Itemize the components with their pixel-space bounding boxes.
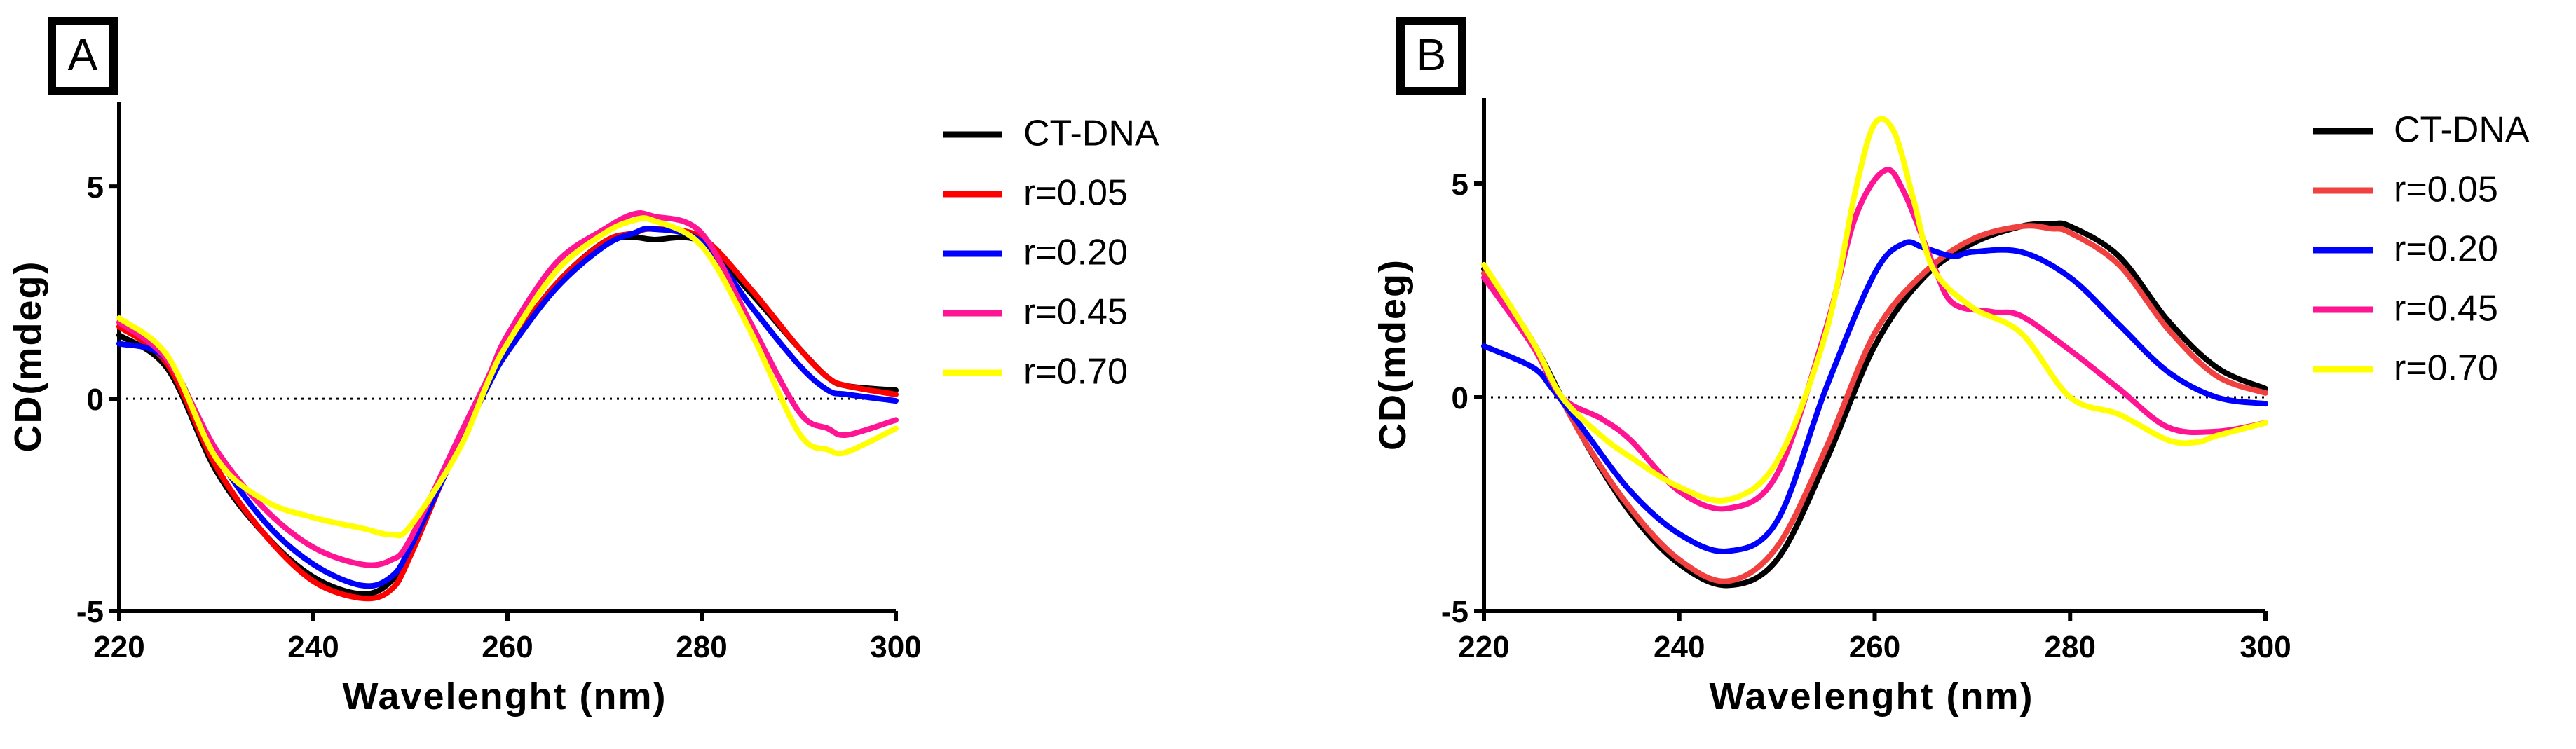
series-line-r-0-45 — [116, 209, 899, 568]
legend-label: r=0.45 — [1023, 292, 1128, 333]
x-tick-label: 220 — [93, 630, 144, 664]
x-tick-label: 300 — [870, 630, 921, 664]
series-line-ct-dna — [116, 233, 899, 597]
x-tick-label: 280 — [2045, 630, 2096, 664]
legend-label: CT-DNA — [2394, 110, 2530, 151]
panel-b: B 220 240 260 280 300 -5 0 5 Wavelenght (nm) CD(md… — [1372, 17, 2530, 717]
series-line-r-0-70 — [116, 215, 899, 539]
y-tick-label: -5 — [1441, 595, 1468, 629]
x-tick-label: 240 — [287, 630, 339, 664]
legend-label: r=0.45 — [2394, 289, 2498, 329]
y-axis-title: CD(mdeg) — [7, 261, 49, 453]
x-tick-label: 280 — [676, 630, 727, 664]
y-tick-label: 5 — [1452, 167, 1468, 202]
legend-label: r=0.70 — [2394, 348, 2498, 389]
x-tick-label: 240 — [1654, 630, 1705, 664]
panel-a: A 220 240 260 280 300 -5 0 5 Wavelenght (nm) CD(md… — [7, 17, 1159, 717]
panel-label: A — [68, 29, 98, 80]
series-line-r-0-05 — [1481, 223, 2268, 584]
y-tick-label: 0 — [87, 383, 104, 417]
y-tick-label: 0 — [1452, 381, 1468, 415]
series-line-r-0-05 — [116, 226, 899, 602]
series-line-r-0-70 — [1481, 116, 2268, 504]
legend-label: r=0.05 — [1023, 173, 1128, 214]
panel-label-box — [48, 17, 118, 95]
y-tick-label: -5 — [76, 595, 104, 629]
legend-label: r=0.05 — [2394, 170, 2498, 210]
x-tick-label: 260 — [482, 630, 533, 664]
y-tick-label: 5 — [87, 170, 104, 205]
y-axis-title: CD(mdeg) — [1372, 259, 1414, 451]
series-line-r-0-20 — [116, 226, 899, 589]
x-tick-label: 300 — [2240, 630, 2291, 664]
x-tick-label: 260 — [1849, 630, 1900, 664]
panel-label: B — [1417, 29, 1447, 80]
legend-label: r=0.70 — [1023, 352, 1128, 392]
legend-label: r=0.20 — [1023, 233, 1128, 273]
series-line-r-0-20 — [1481, 239, 2268, 555]
series-line-r-0-45 — [1481, 167, 2268, 512]
x-axis-title: Wavelenght (nm) — [342, 675, 667, 717]
x-axis-title: Wavelenght (nm) — [1709, 675, 2033, 717]
x-tick-label: 220 — [1458, 630, 1509, 664]
legend-label: CT-DNA — [1023, 114, 1159, 154]
panel-label-box — [1396, 17, 1466, 95]
legend-label: r=0.20 — [2394, 229, 2498, 270]
